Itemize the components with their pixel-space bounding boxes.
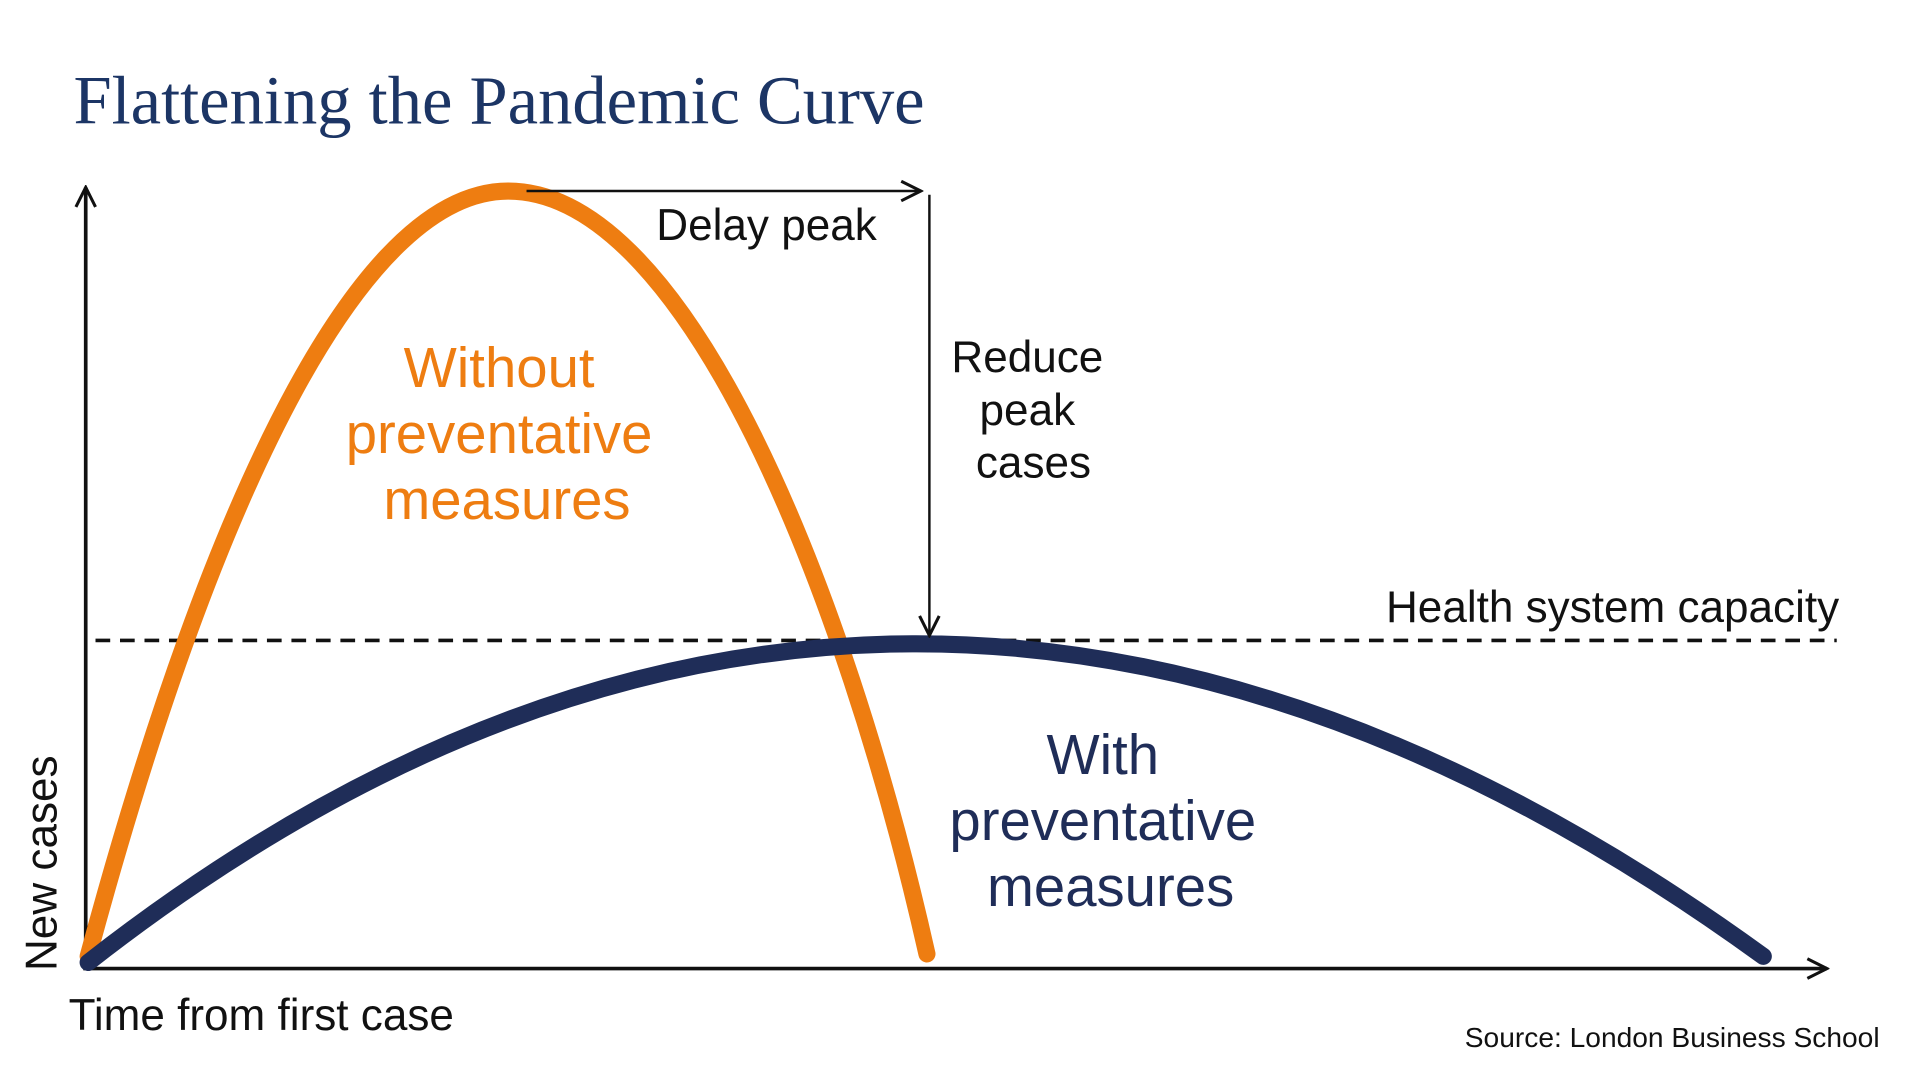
curve-with xyxy=(79,635,1772,972)
delay-label: Delay peak xyxy=(656,201,877,250)
label-line: preventative xyxy=(346,402,653,465)
capacity-label: Health system capacity xyxy=(1386,583,1839,632)
y-axis-label: New cases xyxy=(17,755,66,971)
curve-without xyxy=(79,182,936,965)
title: Flattening the Pandemic Curve xyxy=(73,63,924,139)
label-line: With xyxy=(1046,723,1159,786)
curve-with-label: With preventative measures xyxy=(949,723,1271,918)
label-line: preventative xyxy=(949,789,1256,852)
reduce-line: cases xyxy=(976,439,1091,488)
x-axis-label: Time from first case xyxy=(69,991,454,1040)
reduce-line: peak xyxy=(980,386,1077,435)
reduce-line: Reduce xyxy=(951,333,1103,382)
label-line: measures xyxy=(383,468,630,531)
reduce-label: Reduce peak cases xyxy=(951,333,1115,487)
label-line: measures xyxy=(987,855,1234,918)
label-line: Without xyxy=(404,336,595,399)
source: Source: London Business School xyxy=(1465,1022,1880,1053)
curve-without-label: Without preventative measures xyxy=(346,336,668,531)
